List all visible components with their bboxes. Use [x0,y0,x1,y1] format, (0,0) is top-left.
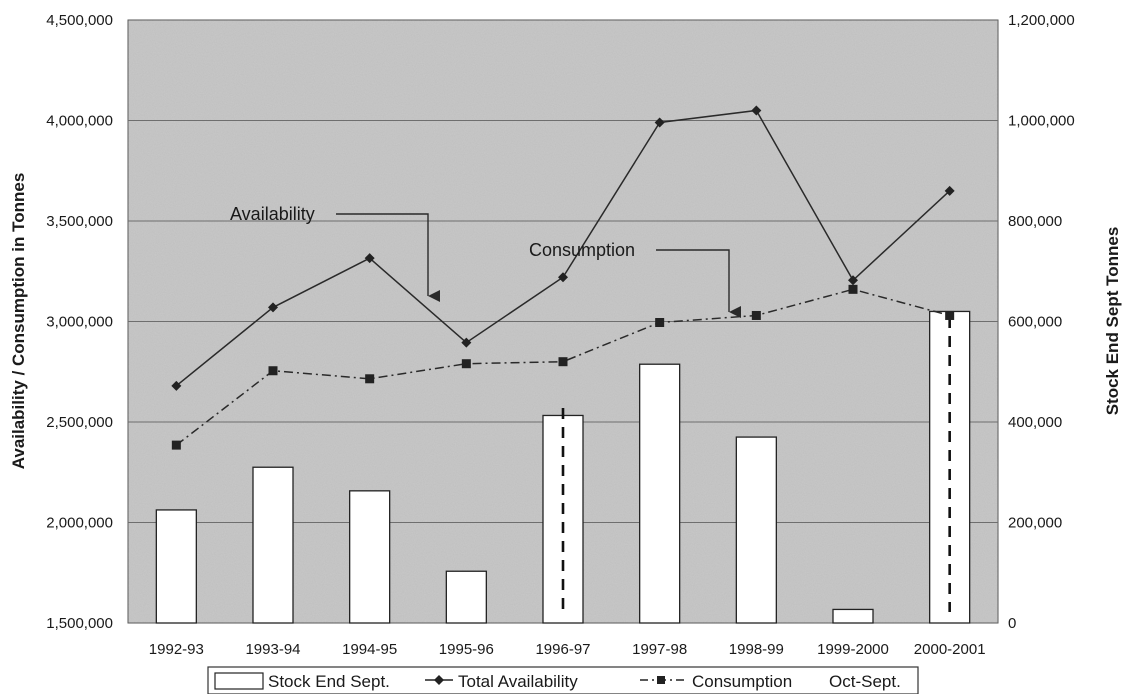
left-tick-label: 4,500,000 [46,12,113,29]
consumption-point [171,440,181,450]
legend-marker-availability [434,675,444,685]
left-tick-label: 2,500,000 [46,414,113,431]
stock-bar [445,570,487,624]
series-markers [171,105,955,450]
x-tick-label: 2000-2001 [914,641,986,658]
x-tick-label: 1994-95 [342,641,397,658]
x-axis-ticks: 1992-93 1993-94 1994-95 1995-96 1996-97 1997-… [149,641,986,658]
legend-box [207,666,919,695]
consumption-annotation: Consumption [529,240,741,318]
right-tick-label: 0 [1008,615,1016,632]
left-axis-ticks: 1,500,000 2,000,000 2,500,000 3,000,000 3,50… [46,12,113,632]
availability-point [171,380,182,391]
availability-point [364,253,375,264]
availability-annotation-arrow [336,213,440,302]
right-tick-label: 800,000 [1008,213,1062,230]
consumption-point [751,310,761,320]
stock-bar [155,509,197,624]
availability-point [848,275,858,286]
consumption-point [655,318,665,328]
legend-marker-consumption [657,676,665,684]
x-tick-label: 1996-97 [535,641,590,658]
stock-bar [639,363,681,624]
right-tick-label: 1,200,000 [1008,12,1075,29]
consumption-point [365,374,375,384]
stock-bar [832,608,874,624]
dashed-overlays [561,317,951,612]
x-tick-label: 1999-2000 [817,641,889,658]
x-tick-label: 1992-93 [149,641,204,658]
consumption-point [945,310,955,320]
stock-bar [252,466,294,624]
availability-annotation-label: Availability [230,204,315,224]
x-tick-label: 1998-99 [729,641,784,658]
stock-bar [735,436,777,624]
left-tick-label: 3,000,000 [46,314,113,331]
left-tick-label: 4,000,000 [46,113,113,130]
availability-point [751,105,762,116]
availability-point [944,185,955,196]
right-tick-label: 600,000 [1008,314,1062,331]
right-tick-label: 200,000 [1008,515,1062,532]
availability-point [268,302,278,313]
consumption-annotation-label: Consumption [529,240,635,260]
left-axis-title: Availability / Consumption in Tonnes [9,173,28,470]
left-tick-label: 2,000,000 [46,515,113,532]
availability-point [461,337,472,348]
left-tick-label: 3,500,000 [46,213,113,230]
availability-point [654,117,665,128]
legend-swatch-stock [214,672,264,690]
legend-label-availability: Total Availability [458,672,578,691]
consumption-annotation-arrow [656,249,741,318]
x-tick-label: 1993-94 [245,641,300,658]
legend: Stock End Sept. Total Availability Consu… [207,666,919,695]
right-tick-label: 1,000,000 [1008,113,1075,130]
legend-suffix: Oct-Sept. [829,672,901,691]
consumption-point [461,359,471,369]
right-axis-title: Stock End Sept Tonnes [1103,227,1122,416]
availability-point [558,272,568,283]
left-tick-label: 1,500,000 [46,615,113,632]
x-tick-label: 1995-96 [439,641,494,658]
legend-label-consumption: Consumption [692,672,792,691]
x-tick-label: 1997-98 [632,641,687,658]
right-axis-ticks: 0 200,000 400,000 600,000 800,000 1,000,000 1,… [1008,12,1075,632]
consumption-point [558,357,568,367]
consumption-point [848,284,858,294]
right-tick-label: 400,000 [1008,414,1062,431]
availability-annotation: Availability [230,204,440,302]
legend-label-stock: Stock End Sept. [268,672,390,691]
consumption-point [268,366,278,376]
stock-bar [349,490,391,624]
